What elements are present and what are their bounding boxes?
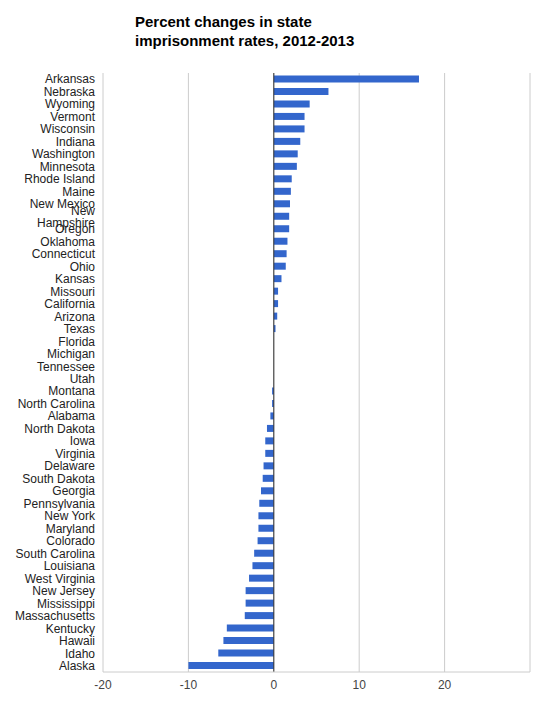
svg-text:0: 0: [270, 678, 277, 692]
svg-text:Alaska: Alaska: [59, 659, 95, 673]
svg-text:20: 20: [438, 678, 452, 692]
svg-text:-10: -10: [180, 678, 198, 692]
svg-text:10: 10: [353, 678, 367, 692]
svg-text:-20: -20: [94, 678, 112, 692]
